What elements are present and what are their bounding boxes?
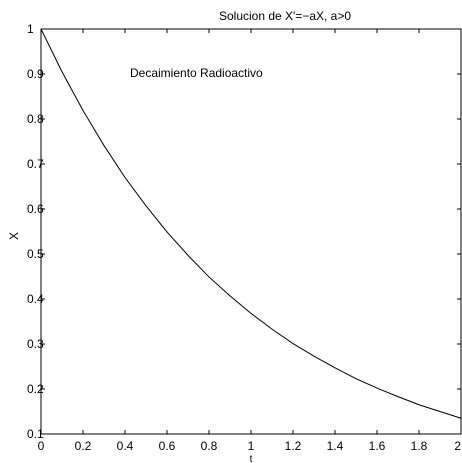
chart-title: Solucion de X'=−aX, a>0 (219, 9, 351, 23)
y-tick-label: 0.2 (27, 382, 44, 396)
y-tick-label: 0.1 (27, 427, 44, 441)
y-tick-label: 0.5 (27, 247, 44, 261)
plot-frame (40, 28, 462, 435)
x-tick-label: 2 (454, 439, 461, 453)
y-tick-label: 0.8 (27, 112, 44, 126)
x-tick-label: 1 (248, 439, 255, 453)
x-tick-label: 0.6 (159, 439, 176, 453)
y-tick-label: 0.4 (27, 292, 44, 306)
y-tick-label: 0.6 (27, 202, 44, 216)
x-tick-label: 0.2 (75, 439, 92, 453)
y-tick-label: 0.9 (27, 67, 44, 81)
x-tick-label: 0 (38, 439, 45, 453)
y-axis-ticks: 0.1 0.2 0.3 0.4 0.5 0.6 0.7 0.8 0.9 1 (27, 22, 461, 441)
y-tick-label: 0.3 (27, 337, 44, 351)
x-tick-label: 1.2 (285, 439, 302, 453)
series-line (40, 28, 462, 419)
x-tick-label: 1.8 (411, 439, 428, 453)
x-axis-ticks: 0 0.2 0.4 0.6 0.8 1 1.2 1.4 1.6 1.8 2 (38, 29, 462, 453)
annotation-label: Decaimiento Radioactivo (130, 66, 263, 80)
x-tick-label: 1.4 (327, 439, 344, 453)
x-axis-label: t (250, 454, 253, 463)
y-tick-label: 0.7 (27, 157, 44, 171)
x-tick-label: 0.4 (117, 439, 134, 453)
x-tick-label: 0.8 (201, 439, 218, 453)
y-axis-label: X (7, 232, 21, 240)
y-tick-label: 1 (27, 22, 34, 36)
x-tick-label: 1.6 (369, 439, 386, 453)
